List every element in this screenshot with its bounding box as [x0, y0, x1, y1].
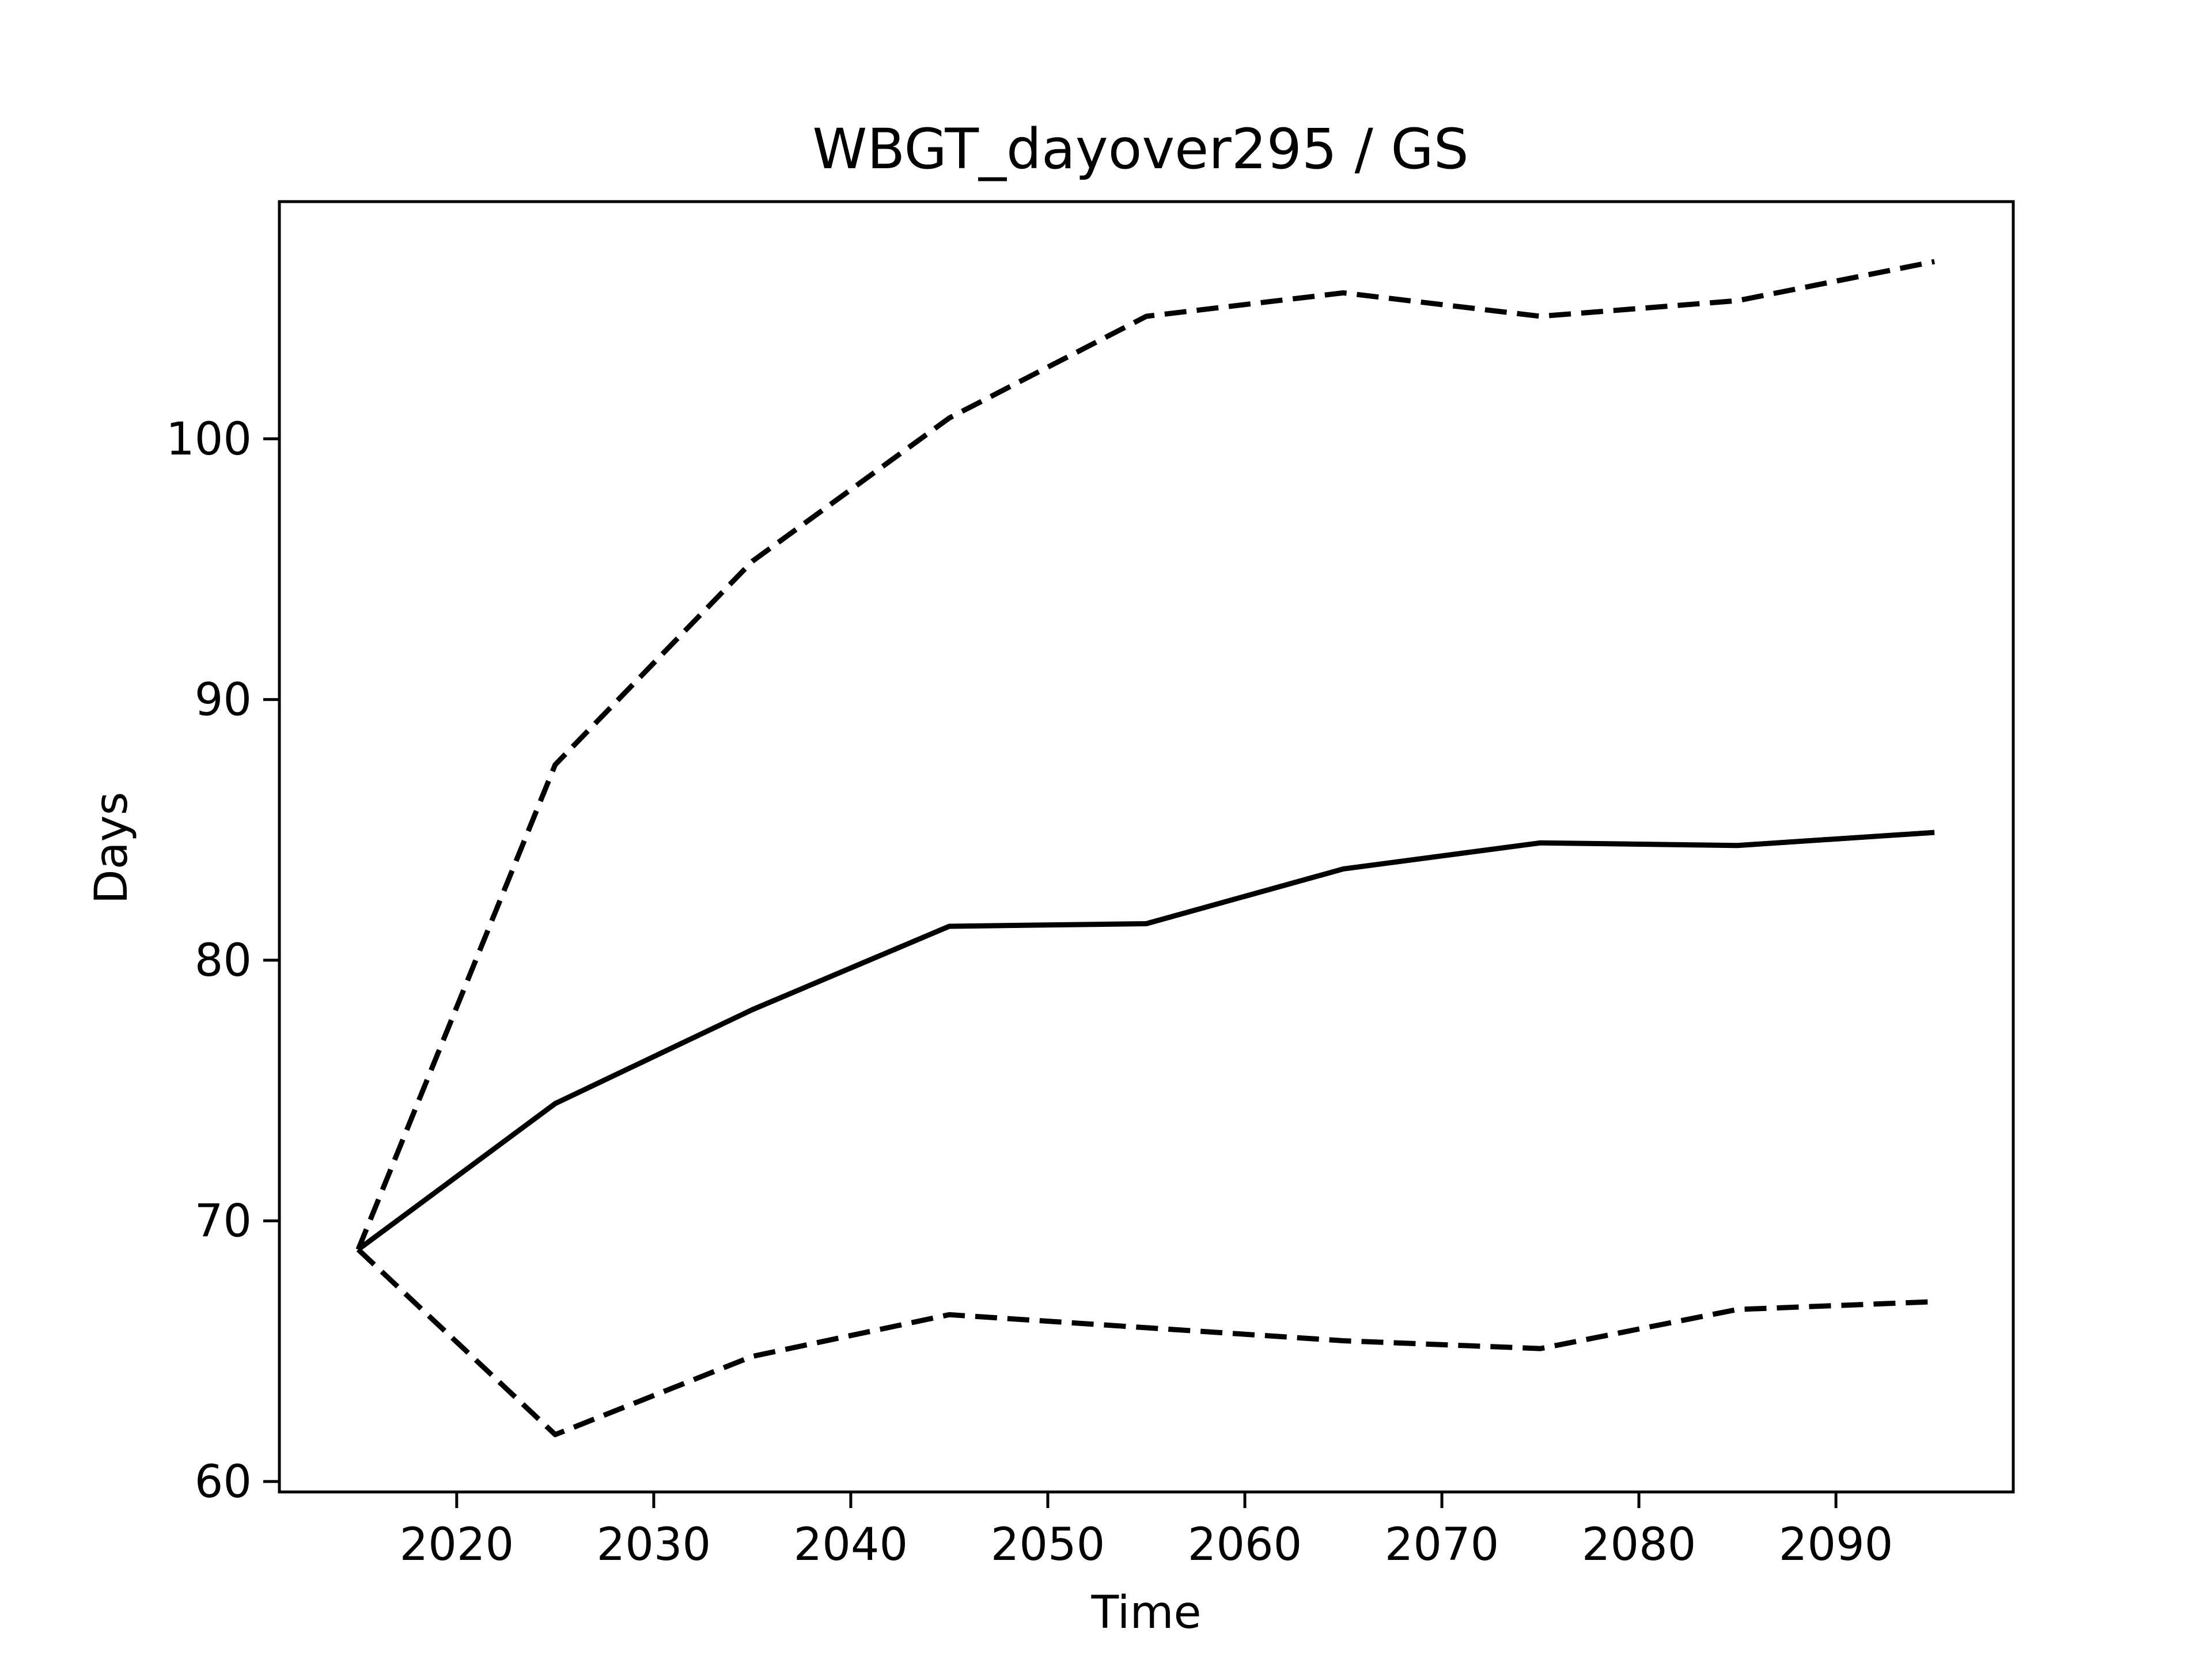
y-axis-label-group: Days: [86, 792, 138, 904]
series-line-3: [356, 1247, 1935, 1437]
y-tick-label-70: 70: [195, 1195, 252, 1247]
plot-area-frame: [278, 200, 2015, 1494]
y-axis-ticks: 60 70 80 90 100: [166, 414, 279, 1508]
y-tick-label-80: 80: [195, 935, 252, 987]
series-line-2: [357, 830, 1935, 1252]
y-axis-label: Days: [86, 792, 138, 904]
y-tick-label-100: 100: [166, 414, 252, 465]
x-tick-label-2040: 2040: [794, 1519, 908, 1571]
x-tick-label-2030: 2030: [597, 1519, 711, 1571]
x-tick-label-2050: 2050: [991, 1519, 1105, 1571]
y-tick-label-60: 60: [195, 1456, 252, 1508]
x-tick-label-2020: 2020: [400, 1519, 514, 1571]
x-axis-ticks: 2020 2030 2040 2050 2060 2070 2080 2090: [400, 1492, 1893, 1571]
x-tick-label-2070: 2070: [1385, 1519, 1499, 1571]
y-tick-label-90: 90: [195, 674, 252, 726]
series-line-1: [355, 259, 1936, 1251]
x-tick-label-2080: 2080: [1582, 1519, 1696, 1571]
chart-title: WBGT_dayover295 / GS: [812, 117, 1468, 181]
x-tick-label-2060: 2060: [1188, 1519, 1302, 1571]
x-tick-label-2090: 2090: [1779, 1519, 1893, 1571]
series-group: [355, 259, 1936, 1437]
x-axis-label: Time: [1091, 1587, 1202, 1639]
